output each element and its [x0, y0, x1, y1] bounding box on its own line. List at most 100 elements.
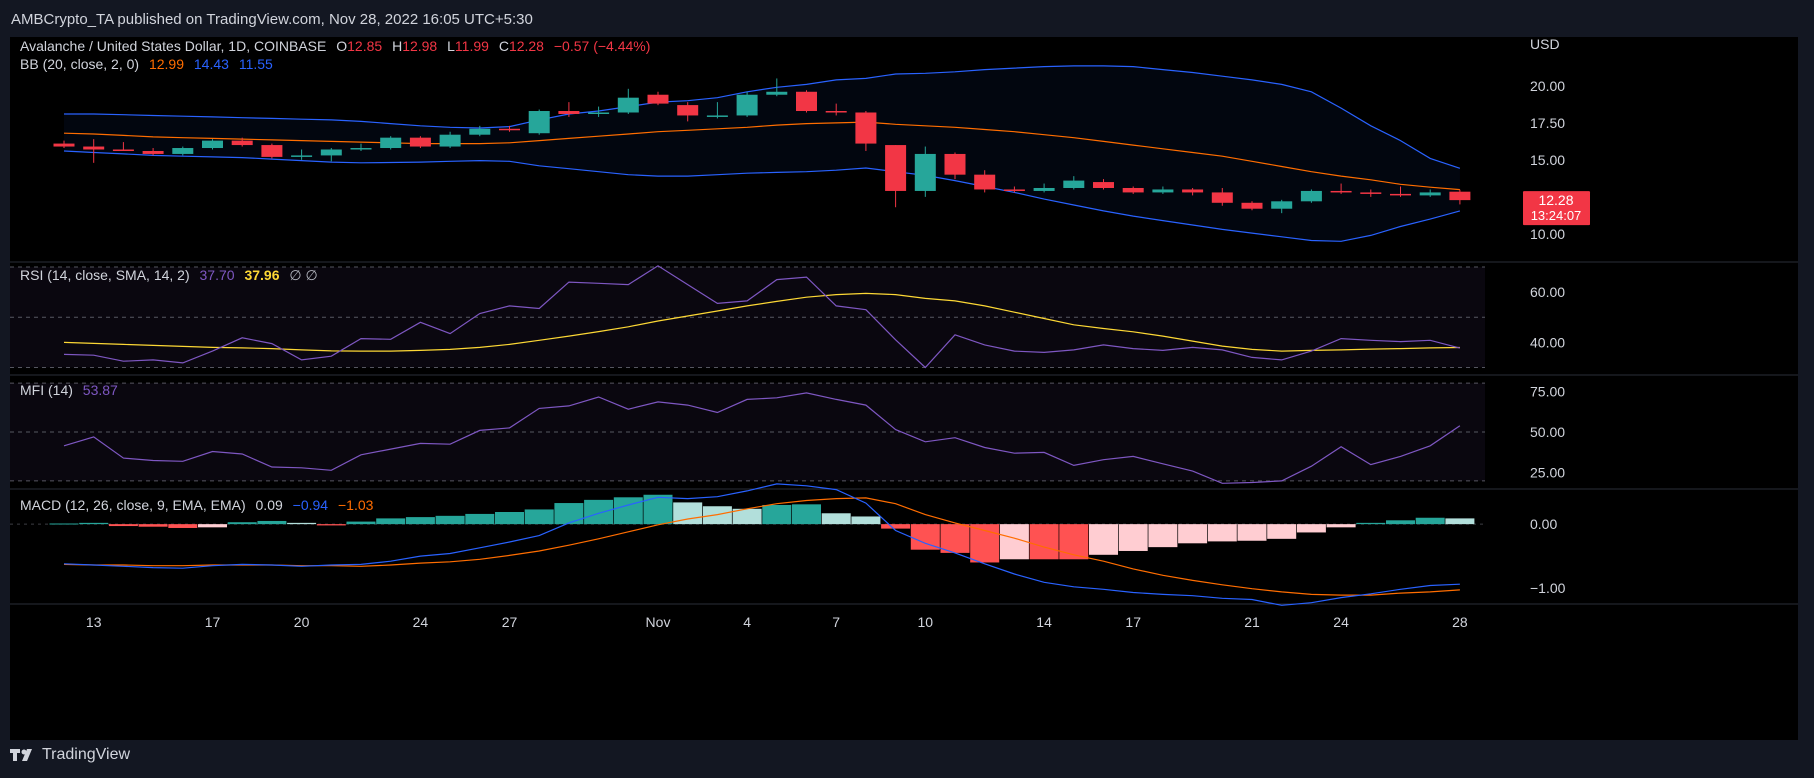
candle-body	[1390, 193, 1411, 196]
symbol-title: Avalanche / United States Dollar, 1D, CO…	[20, 38, 326, 54]
legend-macd: MACD (12, 26, close, 9, EMA, EMA) 0.09 −…	[20, 497, 374, 513]
macd-line	[63, 483, 1460, 606]
chart-area[interactable]: 20.0017.5015.0012.5010.0060.0040.0075.00…	[10, 36, 1798, 740]
macd-histogram-bar	[49, 523, 79, 525]
candle-body	[112, 149, 134, 151]
footer[interactable]: TradingView	[10, 746, 130, 764]
macd-histogram-bar	[168, 524, 198, 528]
candle-body	[439, 134, 461, 147]
candle-body	[1152, 189, 1174, 193]
candle-body	[1033, 187, 1055, 191]
candle-body	[944, 153, 966, 175]
candle-body	[825, 111, 847, 113]
macd-histogram-bar	[910, 524, 940, 550]
time-axis-tick: 7	[832, 614, 840, 630]
candle	[1063, 176, 1085, 190]
high-value: 12.98	[402, 38, 437, 54]
macd-histogram-bar	[792, 504, 821, 525]
candle-body	[1360, 192, 1382, 194]
candle	[172, 146, 194, 156]
macd-histogram-bar	[138, 524, 168, 527]
price-axis-tick: 20.00	[1530, 78, 1565, 94]
candle-body	[53, 143, 75, 147]
mfi-axis-tick: 75.00	[1530, 383, 1565, 399]
candle	[1093, 179, 1114, 190]
macd-histogram-bar	[1207, 524, 1237, 542]
candle	[855, 111, 877, 151]
macd-histogram-bar	[346, 521, 376, 525]
candle-body	[142, 150, 164, 154]
candle	[1122, 186, 1144, 194]
low-value: 11.99	[455, 38, 489, 54]
candle	[439, 131, 461, 149]
candle-body	[617, 97, 639, 113]
macd-histogram-bar	[613, 497, 643, 525]
candle	[1271, 199, 1293, 214]
legend-mfi: MFI (14) 53.87	[20, 382, 118, 398]
candle	[291, 149, 313, 160]
time-axis-tick: 24	[1333, 614, 1349, 630]
time-axis-tick: 27	[502, 614, 518, 630]
price-axis-tick: 15.00	[1530, 152, 1565, 168]
candle	[796, 90, 817, 113]
candle-body	[706, 115, 728, 117]
candle	[766, 78, 788, 97]
candle	[1300, 189, 1322, 203]
macd-histogram-bar	[524, 509, 554, 525]
candle	[528, 109, 550, 135]
macd-histogram-bar	[1415, 517, 1445, 525]
candle-body	[1330, 190, 1352, 193]
macd-histogram-bar	[1059, 524, 1089, 560]
candle	[1390, 186, 1411, 197]
candle	[558, 102, 580, 117]
macd-histogram-bar	[257, 520, 287, 525]
bb-basis-value: 12.99	[149, 56, 184, 72]
candle-body	[1003, 189, 1025, 191]
macd-histogram-bar	[1237, 524, 1267, 541]
candle	[1211, 187, 1233, 206]
candle-body	[261, 145, 283, 157]
candle-body	[677, 105, 699, 116]
candle-body	[499, 128, 520, 131]
legend-symbol: Avalanche / United States Dollar, 1D, CO…	[20, 38, 650, 54]
candle-body	[291, 155, 313, 157]
macd-histogram-bar	[79, 522, 109, 525]
time-axis-tick: 24	[413, 614, 429, 630]
chart-svg[interactable]: 20.0017.5015.0012.5010.0060.0040.0075.00…	[10, 36, 1798, 740]
candle-body	[380, 137, 402, 149]
macd-histogram-bar	[554, 503, 584, 525]
macd-histogram-bar	[881, 524, 911, 529]
candle	[499, 125, 520, 132]
candle-body	[172, 148, 194, 154]
macd-histogram-bar	[287, 522, 317, 525]
candle-body	[1300, 190, 1322, 202]
rsi-label: RSI (14, close, SMA, 14, 2)	[20, 267, 190, 283]
candle-body	[1419, 192, 1441, 196]
candle-body	[528, 111, 550, 134]
candle	[1241, 201, 1263, 211]
candle	[202, 139, 223, 150]
time-axis-tick: 4	[743, 614, 751, 630]
candle-body	[83, 146, 105, 150]
candle	[1330, 183, 1352, 194]
candle-body	[558, 111, 580, 114]
candle	[112, 142, 134, 151]
candle	[380, 136, 402, 150]
candle	[647, 91, 669, 106]
candle	[469, 125, 491, 137]
macd-histogram-bar	[376, 518, 406, 525]
candle-body	[736, 94, 758, 116]
macd-histogram-bar	[1445, 518, 1475, 525]
candle	[914, 146, 936, 197]
candle-body	[202, 140, 223, 149]
candle-body	[1211, 192, 1233, 203]
candle-body	[855, 112, 877, 144]
bb-label: BB (20, close, 2, 0)	[20, 56, 139, 72]
candle	[1182, 187, 1204, 196]
candle	[350, 143, 372, 151]
bb-lower-value: 11.55	[239, 56, 273, 72]
rsi-value: 37.70	[200, 267, 235, 283]
macd-histogram-bar	[1386, 520, 1415, 525]
candle-body	[1271, 201, 1293, 209]
macd-histogram-bar	[405, 517, 435, 525]
